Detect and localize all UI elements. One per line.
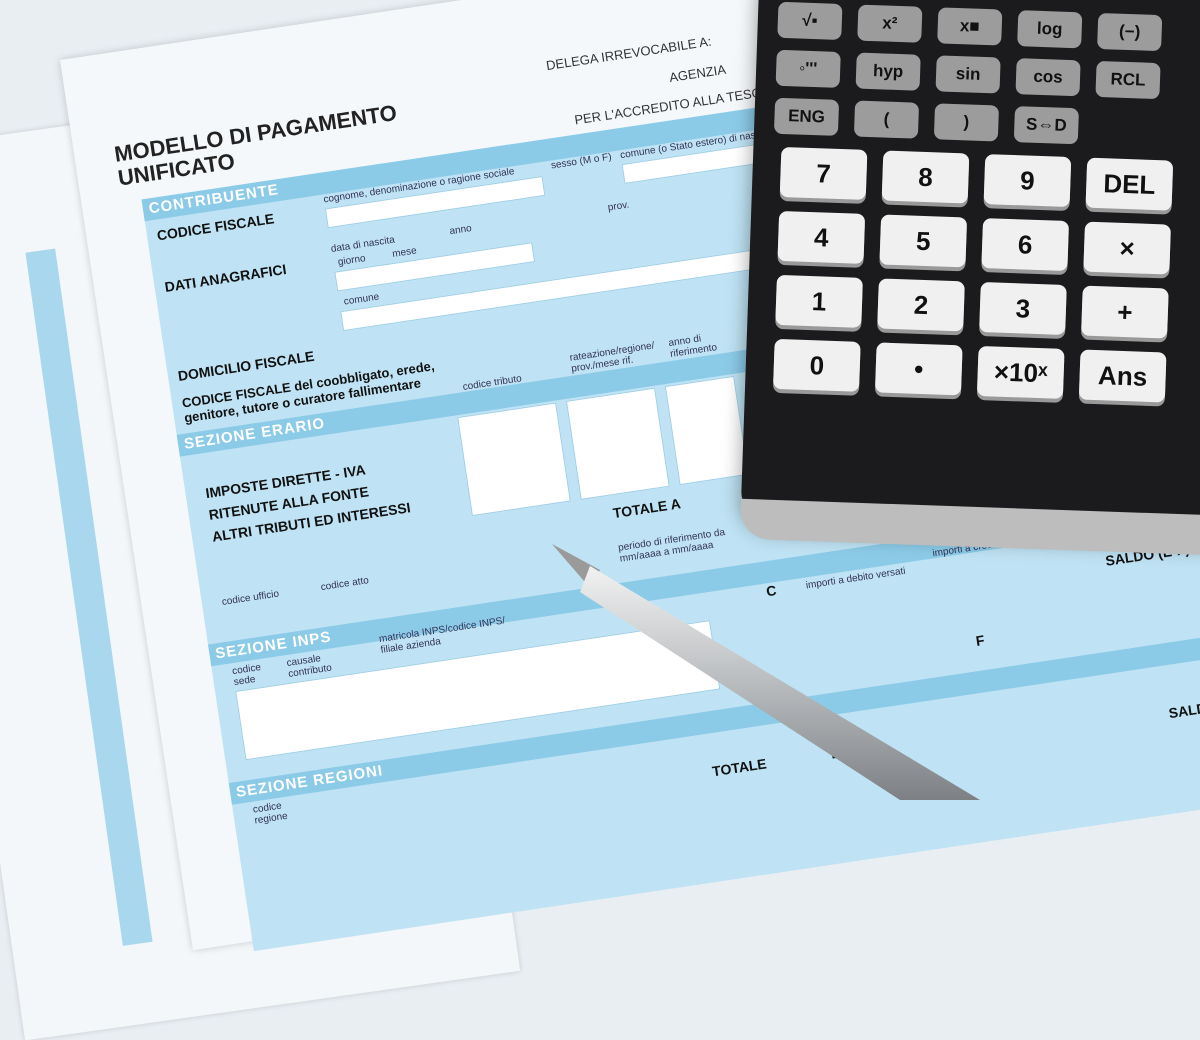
pen (552, 544, 980, 800)
pen-body (580, 566, 980, 800)
